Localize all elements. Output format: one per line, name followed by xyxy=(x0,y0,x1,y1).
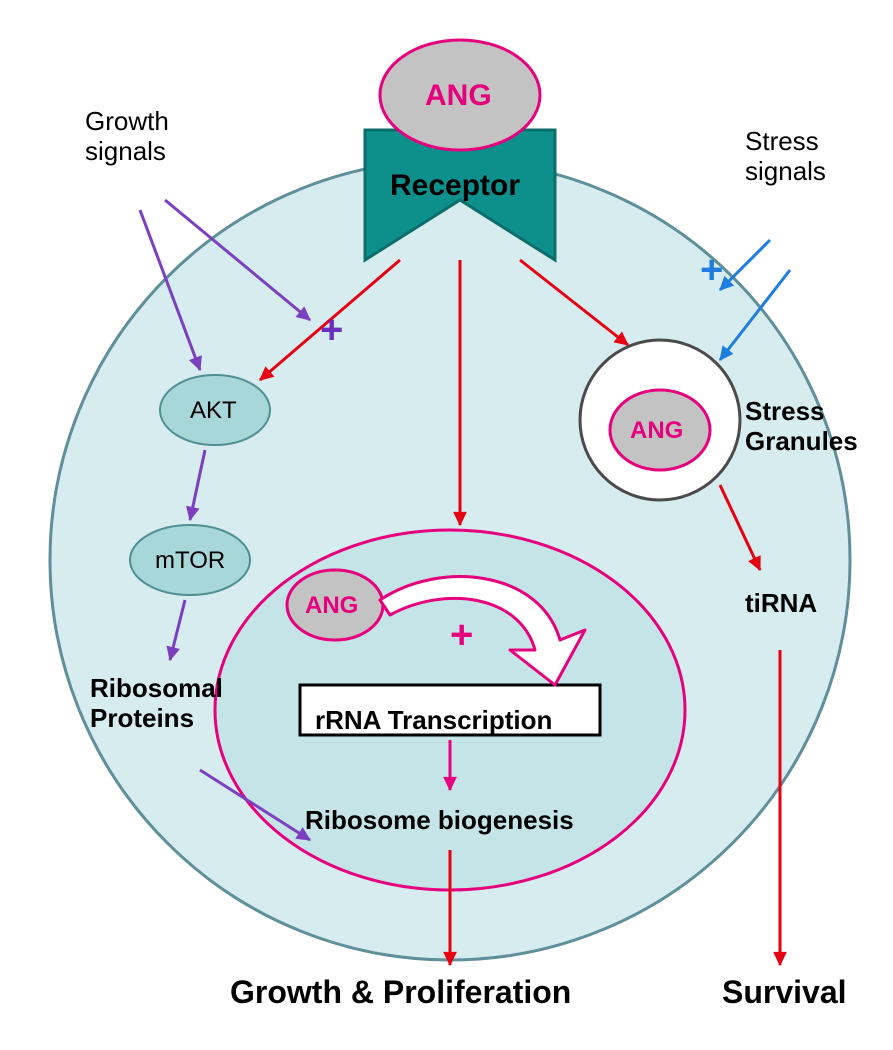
ribosome-biogenesis-label: Ribosome biogenesis xyxy=(305,805,574,835)
growth-signals-label: signals xyxy=(85,136,166,166)
plus_stress-symbol: + xyxy=(700,248,723,292)
growth-proliferation-label: Growth & Proliferation xyxy=(230,974,571,1010)
ang-top-label: ANG xyxy=(425,79,492,112)
survival-label: Survival xyxy=(722,974,847,1010)
akt-label: AKT xyxy=(190,397,237,424)
plus_nucleus-symbol: + xyxy=(450,613,473,657)
growth-signals-label: Growth xyxy=(85,106,169,136)
ang-granule-label: ANG xyxy=(630,417,683,444)
stress-granules-label: Granules xyxy=(745,426,858,456)
receptor-label: Receptor xyxy=(390,169,520,202)
tirna-label: tiRNA xyxy=(745,588,817,618)
plus_growth-symbol: + xyxy=(320,308,343,352)
stress-signals-label: Stress xyxy=(745,126,819,156)
rrna-transcription-label: rRNA Transcription xyxy=(315,705,552,735)
diagram-canvas: ANGReceptorGrowthsignalsStresssignalsAKT… xyxy=(0,0,893,1050)
ang-nucleus-label: ANG xyxy=(305,592,358,619)
stress-signals-label: signals xyxy=(745,156,826,186)
stress-granules-label: Stress xyxy=(745,396,825,426)
ribosomal-proteins-label: Ribosomal xyxy=(90,673,223,703)
ribosomal-proteins-label: Proteins xyxy=(90,703,194,733)
mtor-label: mTOR xyxy=(155,547,225,574)
